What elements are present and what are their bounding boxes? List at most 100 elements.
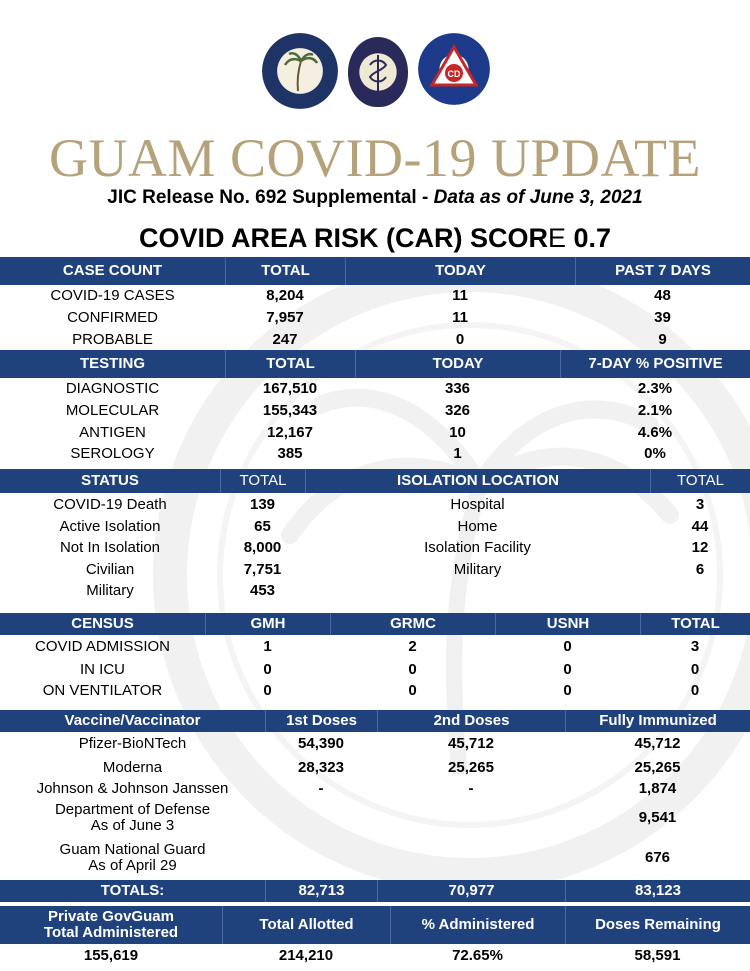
row-label: Guam National Guard As of April 29 (0, 840, 265, 876)
car-score-title: COVID AREA RISK (CAR) SCORE 0.7 (0, 223, 750, 253)
cell-status-total: 7,751 (243, 560, 282, 578)
total-administered-value: 155,619 (83, 946, 139, 964)
cell-fully-immunized: 676 (644, 849, 671, 866)
cell-today: 10 (449, 423, 466, 441)
cell-status-total: 453 (249, 581, 276, 599)
percent-administered-value: 72.65% (452, 946, 503, 964)
isolation-location: Military (453, 560, 502, 578)
row-label: IN ICU (80, 660, 125, 678)
row-label: DIAGNOSTIC (65, 379, 160, 397)
summary-header-line2: Total Administered (43, 924, 179, 941)
cell-gmh: 0 (263, 681, 272, 699)
administered-summary-header: Private GovGuam Total Administered Total … (0, 906, 750, 944)
row-label: Pfizer-BioNTech (78, 734, 187, 752)
cell-gmh: 1 (263, 637, 272, 655)
total-allotted-value: 214,210 (278, 946, 334, 964)
case-count-header: CASE COUNT TOTAL TODAY PAST 7 DAYS (0, 257, 750, 285)
cell-today: 11 (452, 286, 468, 304)
release-number: JIC Release No. 692 Supplemental (107, 187, 417, 208)
census-header: CENSUS GMH GRMC USNH TOTAL (0, 613, 750, 635)
car-score-value: 0.7 (565, 223, 612, 253)
row-label: SEROLOGY (70, 444, 155, 462)
table-row: Department of Defense As of June 3 9,541 (0, 800, 750, 836)
status-header: STATUS TOTAL ISOLATION LOCATION TOTAL (0, 469, 750, 493)
row-label: CONFIRMED (67, 308, 158, 326)
cell-fully-immunized: 25,265 (634, 758, 681, 776)
case-today-header: TODAY (345, 257, 575, 285)
table-row: ON VENTILATOR 0 0 0 0 (0, 680, 750, 701)
fully-immunized-header: Fully Immunized (565, 710, 750, 732)
cell-isolation-total (650, 580, 750, 601)
census-total-header: TOTAL (640, 613, 750, 635)
case-past7-header: PAST 7 DAYS (575, 257, 750, 285)
cell-total: 8,204 (266, 286, 304, 304)
isolation-location: Hospital (450, 495, 505, 513)
summary-header-line1: Private GovGuam (48, 908, 174, 925)
row-label: Department of Defense As of June 3 (0, 800, 265, 836)
cell-census-total: 0 (690, 681, 700, 699)
table-row: Military 453 (0, 580, 750, 601)
cell-gmh: 0 (263, 660, 272, 678)
car-title-e: E (547, 223, 566, 253)
cell-total: 385 (277, 444, 303, 462)
release-dash: - (416, 187, 434, 208)
row-label: Civilian (85, 560, 135, 578)
cell-positive: 4.6% (637, 423, 673, 441)
vaccine-label: Vaccine/Vaccinator (64, 712, 201, 729)
totals-label: TOTALS: (100, 882, 165, 899)
table-row: CONFIRMED 7,957 11 39 (0, 307, 750, 328)
page-headline: GUAM COVID-19 UPDATE (49, 128, 701, 188)
cell-status-total: 8,000 (243, 538, 282, 556)
cell-census-total: 3 (690, 637, 700, 655)
total-allotted-header: Total Allotted (222, 906, 390, 944)
homeland-security-seal-logo: CD (418, 33, 490, 105)
table-row: Active Isolation 65 Home 44 (0, 516, 750, 537)
row-label: Military (86, 581, 134, 599)
cell-second-doses: - (468, 779, 474, 797)
row-label: ANTIGEN (79, 423, 146, 441)
cell-grmc: 0 (408, 660, 417, 678)
cell-first-doses: - (318, 779, 324, 797)
vaccine-header: Vaccine/Vaccinator 1st Doses 2nd Doses F… (0, 710, 750, 732)
census-grmc-header: GRMC (330, 613, 495, 635)
table-row: Moderna 28,323 25,265 25,265 (0, 757, 750, 778)
row-label: COVID ADMISSION (34, 637, 171, 655)
table-row: Not In Isolation 8,000 Isolation Facilit… (0, 537, 750, 558)
cell-first-doses: 28,323 (298, 758, 344, 776)
doses-remaining-value: 58,591 (634, 946, 681, 964)
vaccinator-date: As of June 3 (90, 817, 175, 834)
testing-today-header: TODAY (355, 350, 560, 378)
status-total-header: TOTAL (220, 469, 305, 493)
private-govguam-header: Private GovGuam Total Administered (0, 906, 222, 944)
cell-status-total: 65 (254, 517, 271, 535)
cell-status-total: 139 (249, 495, 276, 513)
row-label: ON VENTILATOR (42, 681, 163, 699)
cell-today: 326 (444, 401, 471, 419)
table-row: SEROLOGY 385 1 0% (0, 443, 750, 464)
doses-remaining-header: Doses Remaining (565, 906, 750, 944)
cell-census-total: 0 (690, 660, 700, 678)
table-row: COVID-19 Death 139 Hospital 3 (0, 494, 750, 515)
vaccine-totals-row: TOTALS: 82,713 70,977 83,123 (0, 880, 750, 902)
cell-isolation-total: 12 (691, 538, 709, 556)
cell-second-doses: 45,712 (448, 734, 494, 752)
vaccinator-name: Guam National Guard (59, 841, 206, 858)
cell-total: 155,343 (262, 401, 318, 419)
cell-usnh: 0 (563, 681, 572, 699)
row-label: COVID-19 CASES (50, 286, 175, 304)
table-row: Guam National Guard As of April 29 676 (0, 840, 750, 876)
table-row: DIAGNOSTIC 167,510 336 2.3% (0, 378, 750, 399)
cell-positive: 2.3% (637, 379, 673, 397)
row-label: PROBABLE (72, 330, 153, 348)
row-label: Active Isolation (59, 517, 161, 535)
isolation-location-header: ISOLATION LOCATION (305, 469, 650, 493)
isolation-total-header: TOTAL (650, 469, 750, 493)
cell-past7: 39 (654, 308, 671, 326)
testing-positive-header: 7-DAY % POSITIVE (560, 350, 750, 378)
cell-fully-immunized: 45,712 (634, 734, 681, 752)
car-title-main: COVID AREA RISK (CAR) SCOR (138, 223, 548, 253)
isolation-location: Isolation Facility (424, 538, 531, 556)
cell-isolation-total: 6 (695, 560, 705, 578)
cell-today: 11 (452, 308, 468, 326)
cell-past7: 9 (658, 330, 667, 348)
